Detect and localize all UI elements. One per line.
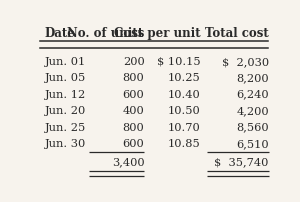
Text: 400: 400: [123, 106, 145, 116]
Text: 10.85: 10.85: [167, 138, 200, 148]
Text: Jun. 30: Jun. 30: [44, 138, 86, 148]
Text: Total cost: Total cost: [205, 27, 269, 40]
Text: 800: 800: [123, 122, 145, 132]
Text: 600: 600: [123, 89, 145, 99]
Text: Jun. 20: Jun. 20: [44, 106, 86, 116]
Text: No. of units: No. of units: [67, 27, 145, 40]
Text: 200: 200: [123, 57, 145, 66]
Text: $  2,030: $ 2,030: [222, 57, 269, 66]
Text: Jun. 01: Jun. 01: [44, 57, 86, 66]
Text: Jun. 05: Jun. 05: [44, 73, 86, 83]
Text: Date: Date: [44, 27, 75, 40]
Text: 6,240: 6,240: [236, 89, 269, 99]
Text: 10.70: 10.70: [167, 122, 200, 132]
Text: Jun. 12: Jun. 12: [44, 89, 86, 99]
Text: Jun. 25: Jun. 25: [44, 122, 86, 132]
Text: 800: 800: [123, 73, 145, 83]
Text: 8,560: 8,560: [236, 122, 269, 132]
Text: $  35,740: $ 35,740: [214, 157, 269, 167]
Text: 3,400: 3,400: [112, 157, 145, 167]
Text: Cost per unit: Cost per unit: [114, 27, 200, 40]
Text: 6,510: 6,510: [236, 138, 269, 148]
Text: 10.50: 10.50: [167, 106, 200, 116]
Text: $ 10.15: $ 10.15: [157, 57, 200, 66]
Text: 10.25: 10.25: [167, 73, 200, 83]
Text: 4,200: 4,200: [236, 106, 269, 116]
Text: 600: 600: [123, 138, 145, 148]
Text: 8,200: 8,200: [236, 73, 269, 83]
Text: 10.40: 10.40: [167, 89, 200, 99]
